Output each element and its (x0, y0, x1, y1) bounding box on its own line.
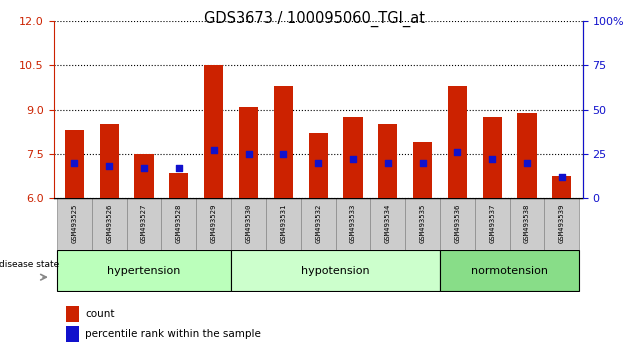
Point (383, 160, 393, 166)
Point (209, 148, 219, 153)
Text: GSM493527: GSM493527 (141, 203, 147, 242)
Bar (413, 142, 432, 198)
Bar (309, 133, 328, 198)
Text: count: count (85, 309, 115, 319)
Text: GDS3673 / 100095060_TGI_at: GDS3673 / 100095060_TGI_at (205, 11, 425, 27)
Text: percentile rank within the sample: percentile rank within the sample (85, 330, 261, 339)
Point (348, 156, 358, 162)
Bar (231, 198, 266, 250)
Bar (343, 117, 362, 198)
Text: GSM493529: GSM493529 (210, 203, 217, 242)
Bar (448, 86, 467, 198)
Bar (92, 198, 127, 250)
Point (522, 160, 532, 166)
Bar (301, 198, 336, 250)
Point (69, 160, 79, 166)
Text: GSM493528: GSM493528 (176, 203, 182, 242)
Bar (483, 117, 502, 198)
Point (313, 160, 323, 166)
Text: normotension: normotension (471, 266, 548, 276)
Point (418, 160, 428, 166)
Point (487, 156, 497, 162)
Text: GSM493538: GSM493538 (524, 203, 530, 242)
Text: GSM493532: GSM493532 (315, 203, 321, 242)
Bar (127, 198, 161, 250)
Bar (204, 65, 223, 198)
Text: hypertension: hypertension (107, 266, 181, 276)
Bar (544, 198, 579, 250)
Bar (405, 198, 440, 250)
Bar (169, 173, 188, 198)
Bar (440, 250, 579, 291)
Bar (66, 326, 79, 342)
Text: GSM493531: GSM493531 (280, 203, 286, 242)
Text: GSM493537: GSM493537 (490, 203, 495, 242)
Point (278, 151, 289, 157)
Bar (510, 198, 544, 250)
Text: hypotension: hypotension (301, 266, 370, 276)
Bar (553, 176, 571, 198)
Bar (370, 198, 405, 250)
Bar (134, 154, 154, 198)
Text: GSM493533: GSM493533 (350, 203, 356, 242)
Point (104, 164, 114, 169)
Bar (440, 198, 475, 250)
Bar (274, 86, 293, 198)
Point (557, 174, 567, 180)
Bar (57, 250, 231, 291)
Bar (57, 198, 92, 250)
Text: GSM493526: GSM493526 (106, 203, 112, 242)
Bar (475, 198, 510, 250)
Point (452, 149, 462, 155)
Bar (378, 125, 398, 198)
Text: GSM493539: GSM493539 (559, 203, 565, 242)
Bar (66, 306, 79, 321)
Text: GSM493530: GSM493530 (246, 203, 251, 242)
Point (139, 165, 149, 171)
Text: GSM493525: GSM493525 (71, 203, 77, 242)
Text: GSM493534: GSM493534 (385, 203, 391, 242)
Bar (239, 107, 258, 198)
Bar (100, 125, 119, 198)
Bar (517, 113, 537, 198)
Text: disease state: disease state (0, 260, 60, 269)
Text: GSM493536: GSM493536 (454, 203, 461, 242)
Bar (161, 198, 197, 250)
Bar (336, 198, 370, 250)
Point (174, 165, 184, 171)
Bar (65, 130, 84, 198)
Bar (197, 198, 231, 250)
Point (243, 151, 253, 157)
Bar (266, 198, 301, 250)
Bar (231, 250, 440, 291)
Text: GSM493535: GSM493535 (420, 203, 426, 242)
